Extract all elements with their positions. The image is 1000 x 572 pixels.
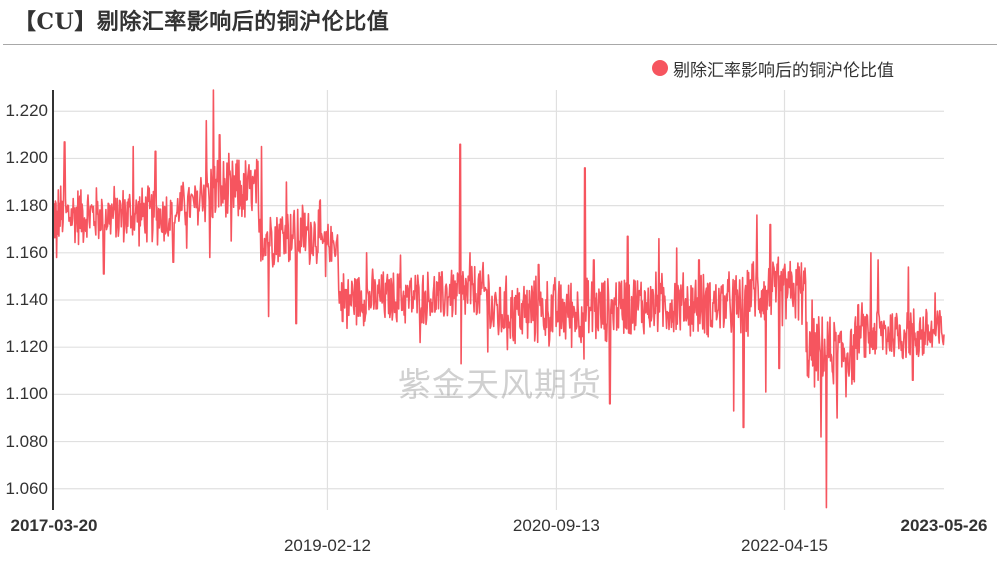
legend-marker-icon — [652, 60, 668, 76]
y-tick-label: 1.220 — [5, 101, 48, 121]
y-tick-label: 1.100 — [5, 384, 48, 404]
page-title: 【CU】剔除汇率影响后的铜沪伦比值 — [14, 9, 390, 35]
horizontal-gridlines — [53, 110, 944, 490]
y-tick-label: 1.120 — [5, 337, 48, 357]
title-divider — [3, 44, 997, 45]
y-tick-label: 1.200 — [5, 148, 48, 168]
series-line — [52, 89, 945, 509]
y-tick-label: 1.060 — [5, 478, 48, 498]
y-tick-label: 1.080 — [5, 431, 48, 451]
legend[interactable]: 剔除汇率影响后的铜沪伦比值 — [652, 57, 894, 81]
y-tick-label: 1.160 — [5, 242, 48, 262]
x-tick-label: 2023-05-26 — [900, 516, 988, 535]
y-tick-label: 1.180 — [5, 195, 48, 215]
x-tick-label: 2019-02-12 — [283, 536, 371, 555]
y-tick-label: 1.140 — [5, 290, 48, 309]
x-tick-label: 2022-04-15 — [741, 536, 828, 555]
x-tick-label: 2020-09-13 — [512, 516, 600, 535]
x-tick-label: 2017-03-20 — [10, 516, 98, 535]
legend-label: 剔除汇率影响后的铜沪伦比值 — [673, 60, 894, 81]
